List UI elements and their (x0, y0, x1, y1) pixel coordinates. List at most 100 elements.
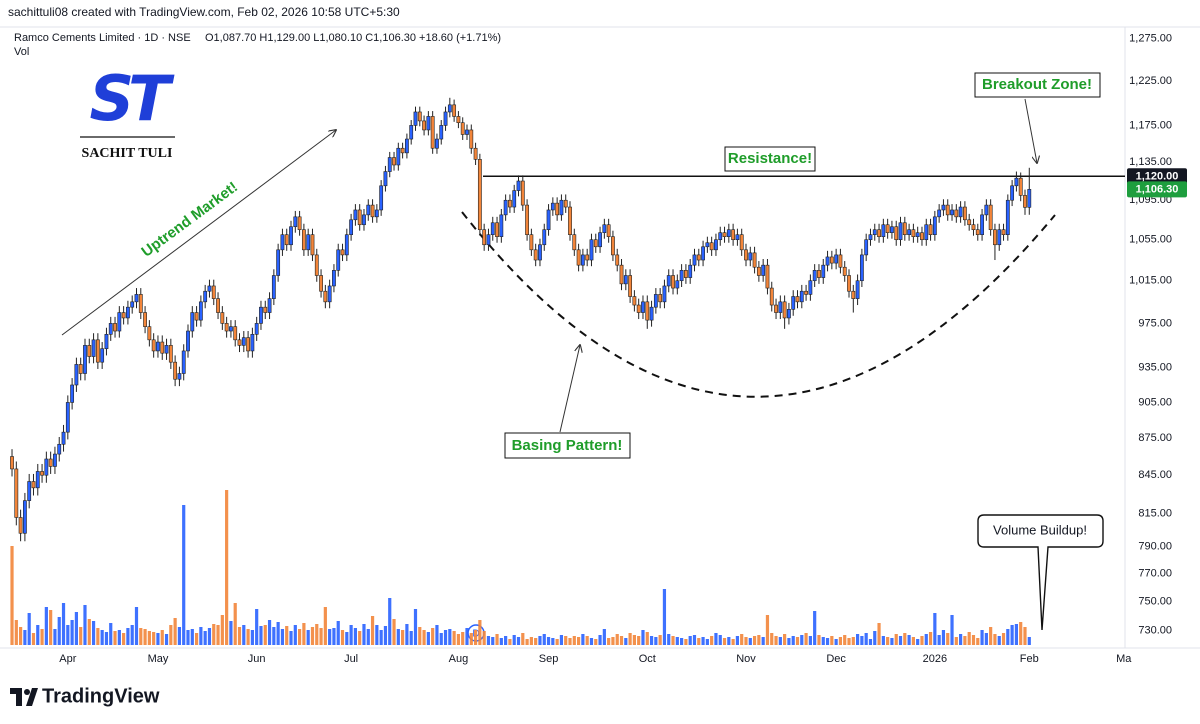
x-tick-label: Apr (59, 653, 76, 665)
y-tick-label: 1,055.00 (1129, 234, 1172, 246)
volume-bar (967, 632, 971, 645)
candle-body (224, 323, 229, 332)
candle-body (859, 254, 864, 282)
volume-bar (1001, 633, 1006, 645)
candle-body (108, 323, 113, 335)
candle-body (490, 222, 495, 235)
volume-bar (748, 638, 752, 645)
brand-icon-dot (24, 689, 30, 695)
y-tick-label: 1,135.00 (1129, 156, 1172, 168)
volume-bar (302, 623, 306, 645)
volume-bar (267, 620, 272, 645)
volume-bar (658, 635, 662, 645)
y-tick-label: 875.00 (1138, 432, 1172, 444)
volume-bar (250, 630, 254, 645)
volume-bar (589, 638, 594, 645)
candle-body (495, 222, 499, 238)
volume-bar (186, 630, 190, 645)
candle-body (778, 301, 783, 313)
candle-body (907, 229, 911, 235)
candle-body (164, 345, 169, 354)
candle-body (980, 214, 984, 235)
candle-body (580, 254, 585, 266)
volume-bar (675, 637, 679, 645)
volume-bar (727, 637, 731, 645)
candle-body (173, 361, 178, 380)
y-tick-label: 975.00 (1138, 317, 1172, 329)
volume-bar (499, 638, 503, 645)
volume-bar (426, 632, 430, 645)
candle-body (593, 239, 598, 248)
candle-body (881, 224, 886, 238)
candle-body (310, 234, 315, 256)
volume-bar (697, 638, 701, 645)
candle-body (22, 500, 27, 534)
volume-bar (928, 632, 933, 645)
volume-bar (564, 636, 568, 645)
volume-bar (431, 628, 435, 645)
candle-body (696, 254, 701, 261)
volume-bar (456, 634, 461, 645)
candle-body (872, 229, 877, 235)
volume-bar (800, 635, 804, 645)
volume-bar (825, 638, 830, 645)
candle-body (864, 239, 869, 256)
candle-body (289, 226, 293, 246)
candle-body (572, 234, 577, 251)
candle-body (568, 206, 572, 235)
candle-body (48, 458, 53, 467)
volume-bar (890, 638, 894, 645)
volume-bar (104, 632, 109, 645)
volume-bar (581, 634, 585, 645)
volume-bar (259, 626, 263, 645)
candle-body (100, 348, 105, 363)
volume-bar (959, 634, 963, 645)
y-tick-label: 1,275.00 (1129, 33, 1172, 45)
volume-bar (619, 636, 624, 645)
candle-body (323, 290, 328, 303)
candle-body (529, 234, 534, 251)
candle-body (61, 431, 66, 445)
resistance-price-tag-bg (1127, 168, 1187, 185)
y-tick-label: 730.00 (1138, 624, 1172, 636)
volume-bar (993, 634, 997, 645)
resistance-price-tag: 1,120.00 (1136, 171, 1179, 183)
candle-body (787, 309, 791, 319)
x-tick-label: Ma (1116, 653, 1132, 665)
candle-body (357, 209, 362, 226)
volume-bar (804, 633, 808, 645)
candle-body (834, 254, 839, 264)
candle-body (177, 373, 182, 380)
candle-body (366, 204, 371, 216)
volume-bar (486, 636, 491, 645)
volume-bar (315, 624, 319, 645)
volume-bar (340, 630, 345, 645)
candle-body (563, 199, 568, 208)
candle-body (349, 219, 354, 235)
candle-body (508, 199, 512, 208)
candle-body (662, 285, 667, 303)
candle-body (83, 345, 87, 374)
candle-body (847, 275, 851, 292)
volume-bar (847, 638, 851, 645)
candle-body (327, 285, 332, 303)
candle-body (975, 229, 980, 235)
candle-body (769, 287, 774, 306)
candle-body (636, 304, 641, 313)
volume-bar (516, 637, 521, 645)
volume-bar (190, 629, 194, 645)
volume-bar (954, 637, 958, 645)
volume-bar (465, 628, 469, 645)
candle-body (632, 296, 637, 306)
volume-bar (280, 629, 285, 645)
volume-bar (27, 613, 31, 645)
volume-bar (598, 635, 602, 645)
y-tick-label: 845.00 (1138, 469, 1172, 481)
volume-bar (229, 621, 233, 645)
candle-body (1018, 177, 1023, 196)
candle-body (126, 306, 130, 319)
volume-bar (971, 635, 976, 645)
candle-body (134, 294, 139, 303)
volume-bar (568, 638, 572, 645)
